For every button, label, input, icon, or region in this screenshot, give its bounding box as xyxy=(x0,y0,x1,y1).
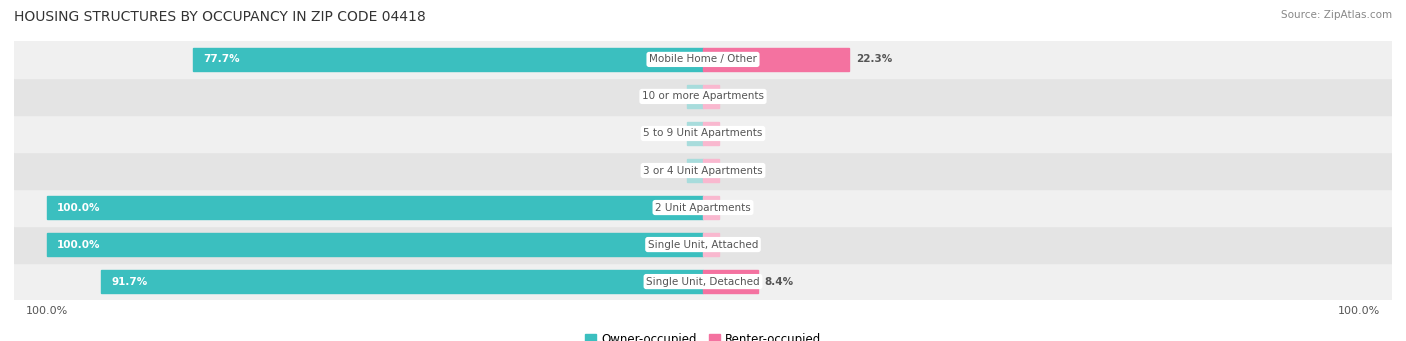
Text: 100.0%: 100.0% xyxy=(56,203,100,212)
Text: 100.0%: 100.0% xyxy=(56,239,100,250)
Text: 22.3%: 22.3% xyxy=(856,55,893,64)
Bar xyxy=(686,85,703,108)
Bar xyxy=(686,122,703,145)
Text: 8.4%: 8.4% xyxy=(765,277,794,286)
Text: 0.0%: 0.0% xyxy=(724,165,751,176)
Bar xyxy=(193,48,703,71)
Text: Single Unit, Detached: Single Unit, Detached xyxy=(647,277,759,286)
Bar xyxy=(14,41,1392,78)
Text: 10 or more Apartments: 10 or more Apartments xyxy=(643,91,763,102)
Text: Single Unit, Attached: Single Unit, Attached xyxy=(648,239,758,250)
Text: HOUSING STRUCTURES BY OCCUPANCY IN ZIP CODE 04418: HOUSING STRUCTURES BY OCCUPANCY IN ZIP C… xyxy=(14,10,426,24)
Text: Source: ZipAtlas.com: Source: ZipAtlas.com xyxy=(1281,10,1392,20)
Text: 0.0%: 0.0% xyxy=(655,165,682,176)
Text: 0.0%: 0.0% xyxy=(655,129,682,138)
Text: 0.0%: 0.0% xyxy=(724,203,751,212)
Bar xyxy=(46,196,703,219)
Bar xyxy=(14,263,1392,300)
Bar xyxy=(703,48,849,71)
Bar xyxy=(14,115,1392,152)
Bar xyxy=(14,189,1392,226)
Legend: Owner-occupied, Renter-occupied: Owner-occupied, Renter-occupied xyxy=(579,329,827,341)
Text: 0.0%: 0.0% xyxy=(724,129,751,138)
Bar xyxy=(703,270,758,293)
Bar xyxy=(703,122,720,145)
Bar xyxy=(703,233,720,256)
Bar xyxy=(686,159,703,182)
Bar xyxy=(703,85,720,108)
Bar xyxy=(46,233,703,256)
Text: 91.7%: 91.7% xyxy=(111,277,148,286)
Bar xyxy=(101,270,703,293)
Bar xyxy=(703,196,720,219)
Bar xyxy=(14,78,1392,115)
Text: 0.0%: 0.0% xyxy=(724,239,751,250)
Text: 0.0%: 0.0% xyxy=(655,91,682,102)
Text: 77.7%: 77.7% xyxy=(202,55,239,64)
Text: 2 Unit Apartments: 2 Unit Apartments xyxy=(655,203,751,212)
Bar xyxy=(14,226,1392,263)
Bar xyxy=(703,159,720,182)
Text: 3 or 4 Unit Apartments: 3 or 4 Unit Apartments xyxy=(643,165,763,176)
Bar xyxy=(14,152,1392,189)
Text: 5 to 9 Unit Apartments: 5 to 9 Unit Apartments xyxy=(644,129,762,138)
Text: 0.0%: 0.0% xyxy=(724,91,751,102)
Text: Mobile Home / Other: Mobile Home / Other xyxy=(650,55,756,64)
